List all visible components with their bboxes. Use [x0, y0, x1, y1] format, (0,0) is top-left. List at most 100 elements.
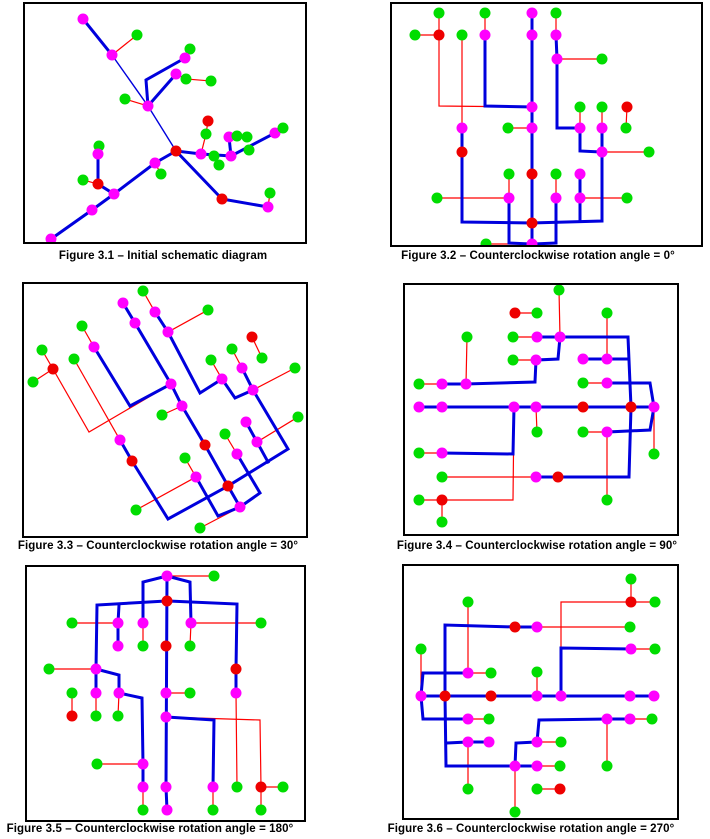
- graph-node-green: [241, 131, 253, 143]
- graph-node-green: [112, 710, 124, 722]
- graph-node-green: [289, 362, 301, 374]
- graph-node-magenta: [577, 353, 589, 365]
- graph-node-green: [255, 617, 267, 629]
- graph-node-red: [552, 471, 564, 483]
- graph-node-green: [91, 758, 103, 770]
- graph-node-magenta: [190, 471, 202, 483]
- graph-node-green: [507, 331, 519, 343]
- graph-edge-blue: [443, 694, 517, 768]
- graph-node-green: [226, 343, 238, 355]
- graph-node-green: [200, 128, 212, 140]
- graph-edge-blue: [464, 358, 538, 386]
- graph-node-green: [646, 713, 658, 725]
- figure-panel-3-4: [403, 283, 679, 536]
- graph-edge-blue: [219, 376, 255, 400]
- graph-node-magenta: [236, 362, 248, 374]
- graph-edge-red: [252, 367, 296, 391]
- graph-node-magenta: [161, 570, 173, 582]
- graph-node-magenta: [161, 804, 173, 816]
- graph-node-green: [413, 494, 425, 506]
- graph-node-magenta: [554, 331, 566, 343]
- graph-node-magenta: [240, 416, 252, 428]
- graph-node-red: [526, 168, 538, 180]
- graph-node-magenta: [483, 736, 495, 748]
- graph-node-magenta: [531, 760, 543, 772]
- graph-edge-blue: [80, 16, 115, 58]
- graph-edge-blue: [483, 33, 534, 109]
- graph-node-magenta: [550, 192, 562, 204]
- graph-node-green: [413, 378, 425, 390]
- graph-node-red: [485, 690, 497, 702]
- graph-node-magenta: [436, 401, 448, 413]
- graph-node-green: [137, 804, 149, 816]
- graph-edge-blue: [145, 71, 179, 109]
- graph-edge-blue: [605, 405, 656, 434]
- graph-node-magenta: [129, 317, 141, 329]
- graph-edge-blue: [507, 196, 534, 245]
- graph-node-green: [68, 353, 80, 365]
- graph-node-magenta: [165, 378, 177, 390]
- graph-node-magenta: [114, 434, 126, 446]
- graph-node-green: [531, 426, 543, 438]
- graph-node-green: [624, 621, 636, 633]
- graph-node-magenta: [179, 52, 191, 64]
- graph-edge-blue: [419, 694, 470, 721]
- graph-node-green: [264, 187, 276, 199]
- graph-node-magenta: [170, 68, 182, 80]
- graph-node-magenta: [526, 122, 538, 134]
- graph-node-green: [577, 426, 589, 438]
- graph-node-magenta: [142, 100, 154, 112]
- graph-node-magenta: [160, 687, 172, 699]
- graph-node-magenta: [625, 643, 637, 655]
- figure-graph-3-4: [413, 285, 660, 528]
- graph-node-magenta: [137, 781, 149, 793]
- graph-node-green: [231, 130, 243, 142]
- graph-node-green: [415, 643, 427, 655]
- graph-node-red: [246, 331, 258, 343]
- graph-node-red: [625, 401, 637, 413]
- graph-edge-blue: [132, 320, 243, 510]
- graph-node-green: [436, 471, 448, 483]
- graph-node-green: [277, 122, 289, 134]
- graph-node-magenta: [624, 713, 636, 725]
- graph-node-red: [170, 145, 182, 157]
- graph-node-green: [574, 101, 586, 113]
- figure-graph-3-2: [409, 7, 655, 245]
- graph-node-green: [93, 140, 105, 152]
- graph-node-red: [160, 640, 172, 652]
- graph-edge-blue: [48, 191, 117, 242]
- graph-node-red: [554, 783, 566, 795]
- graph-edge-blue: [556, 405, 633, 479]
- graph-node-magenta: [415, 690, 427, 702]
- graph-node-magenta: [413, 401, 425, 413]
- graph-node-green: [213, 159, 225, 171]
- graph-node-magenta: [624, 690, 636, 702]
- graph-node-red: [456, 146, 468, 158]
- graph-node-red: [255, 781, 267, 793]
- graph-node-green: [137, 285, 149, 297]
- graph-node-green: [480, 238, 492, 245]
- graph-node-magenta: [149, 157, 161, 169]
- graph-node-magenta: [269, 127, 281, 139]
- graph-node-magenta: [90, 687, 102, 699]
- graph-node-green: [77, 174, 89, 186]
- graph-node-green: [648, 448, 660, 460]
- graph-node-green: [625, 573, 637, 585]
- graph-edge-red: [135, 476, 197, 511]
- graph-node-green: [436, 516, 448, 528]
- figure-caption-3-5: Figure 3.5 – Counterclockwise rotation a…: [6, 823, 294, 835]
- graph-node-magenta: [225, 150, 237, 162]
- graph-node-green: [596, 53, 608, 65]
- graph-node-magenta: [185, 617, 197, 629]
- graph-node-magenta: [550, 29, 562, 41]
- graph-node-magenta: [531, 690, 543, 702]
- graph-edge-blue: [94, 599, 169, 671]
- graph-node-magenta: [462, 667, 474, 679]
- graph-node-magenta: [230, 687, 242, 699]
- graph-node-magenta: [526, 101, 538, 113]
- graph-node-green: [184, 640, 196, 652]
- graph-node-green: [155, 168, 167, 180]
- graph-node-magenta: [574, 168, 586, 180]
- graph-node-green: [462, 596, 474, 608]
- graph-node-green: [207, 804, 219, 816]
